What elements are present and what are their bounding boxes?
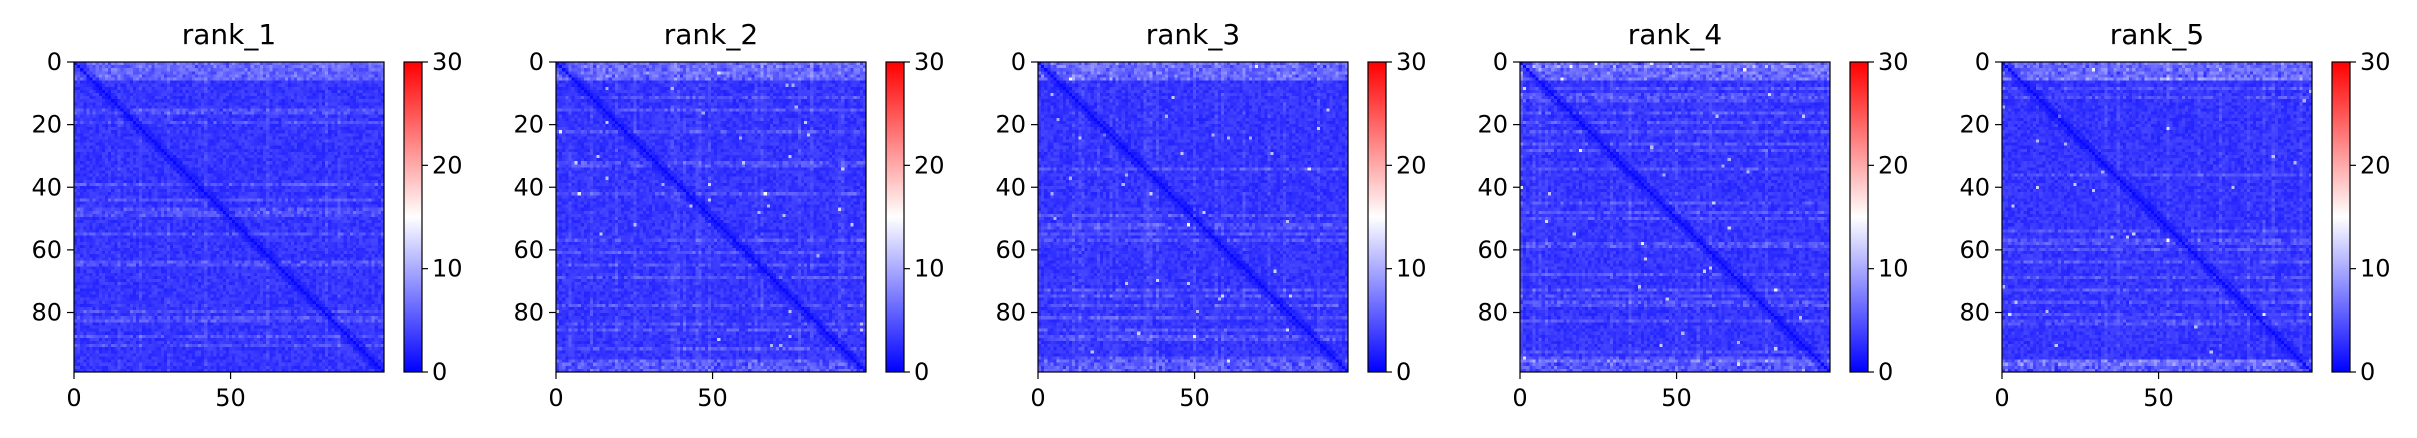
colorbar-4 [1849,61,1869,373]
colorbar-tick-label-3-3: 30 [1396,48,1427,76]
colorbar-tick-label-5-1: 10 [2360,255,2391,283]
x-tick-label-3-0: 0 [1030,384,1045,412]
y-tick-label-1-0: 0 [47,48,62,76]
y-tick-label-3-3: 60 [995,236,1026,264]
y-tick-label-1-1: 20 [31,111,62,139]
y-tick-label-1-2: 40 [31,173,62,201]
colorbar-tick-label-2-2: 20 [914,151,945,179]
colorbar-2 [885,61,905,373]
heatmap-panel-1: rank_1 0 20 40 60 80 0 50 0 10 20 30 [31,18,462,412]
y-tick-label-5-0: 0 [1975,48,1990,76]
x-tick-label-4-0: 0 [1512,384,1527,412]
y-tick-label-5-2: 40 [1959,173,1990,201]
heatmap-panel-3: rank_3 0 20 40 60 80 0 50 0 10 20 30 [995,18,1426,412]
colorbar-3 [1367,61,1387,373]
panel-title-1: rank_1 [182,18,276,51]
panel-title-4: rank_4 [1628,18,1722,51]
colorbar-tick-label-1-3: 30 [432,48,463,76]
colorbar-tick-label-4-1: 10 [1878,255,1909,283]
y-tick-label-2-1: 20 [513,111,544,139]
y-tick-label-4-3: 60 [1477,236,1508,264]
x-tick-label-3-1: 50 [1179,384,1210,412]
colorbar-tick-label-1-0: 0 [432,358,447,386]
heatmap-frame-4 [1519,61,1831,373]
x-tick-label-5-0: 0 [1994,384,2009,412]
colorbar-tick-label-5-2: 20 [2360,151,2391,179]
y-tick-label-2-0: 0 [529,48,544,76]
y-tick-label-4-1: 20 [1477,111,1508,139]
colorbar-tick-label-4-3: 30 [1878,48,1909,76]
heatmap-image-2 [556,62,866,372]
y-tick-label-1-3: 60 [31,236,62,264]
heatmap-image-1 [74,62,384,372]
colorbar-tick-label-2-1: 10 [914,255,945,283]
y-tick-label-1-4: 80 [31,299,62,327]
heatmap-frame-3 [1037,61,1349,373]
y-tick-label-5-4: 80 [1959,299,1990,327]
panel-title-2: rank_2 [664,18,758,51]
heatmap-image-5 [2002,62,2312,372]
colorbar-1 [403,61,423,373]
y-tick-label-2-4: 80 [513,299,544,327]
x-tick-label-2-1: 50 [697,384,728,412]
heatmap-panel-2: rank_2 0 20 40 60 80 0 50 0 10 20 30 [513,18,944,412]
y-tick-label-4-0: 0 [1493,48,1508,76]
colorbar-tick-label-4-0: 0 [1878,358,1893,386]
heatmap-frame-5 [2001,61,2313,373]
y-tick-label-2-3: 60 [513,236,544,264]
colorbar-tick-label-3-2: 20 [1396,151,1427,179]
colorbar-tick-label-5-0: 0 [2360,358,2375,386]
heatmap-panel-5: rank_5 0 20 40 60 80 0 50 0 10 20 30 [1959,18,2390,412]
colorbar-5 [2331,61,2351,373]
panel-title-3: rank_3 [1146,18,1240,51]
colorbar-tick-label-5-3: 30 [2360,48,2391,76]
y-tick-label-4-4: 80 [1477,299,1508,327]
heatmap-panel-4: rank_4 0 20 40 60 80 0 50 0 10 20 30 [1477,18,1908,412]
heatmap-frame-1 [73,61,385,373]
y-tick-label-5-3: 60 [1959,236,1990,264]
heatmap-frame-2 [555,61,867,373]
y-tick-label-2-2: 40 [513,173,544,201]
colorbar-tick-label-1-2: 20 [432,151,463,179]
colorbar-tick-label-3-0: 0 [1396,358,1411,386]
panel-title-5: rank_5 [2110,18,2204,51]
y-tick-label-3-0: 0 [1011,48,1026,76]
y-tick-label-3-2: 40 [995,173,1026,201]
x-tick-label-5-1: 50 [2143,384,2174,412]
heatmap-image-4 [1520,62,1830,372]
colorbar-tick-label-2-3: 30 [914,48,945,76]
x-tick-label-4-1: 50 [1661,384,1692,412]
heatmap-image-3 [1038,62,1348,372]
y-tick-label-3-1: 20 [995,111,1026,139]
y-tick-label-4-2: 40 [1477,173,1508,201]
x-tick-label-1-0: 0 [66,384,81,412]
colorbar-tick-label-3-1: 10 [1396,255,1427,283]
colorbar-tick-label-4-2: 20 [1878,151,1909,179]
x-tick-label-1-1: 50 [215,384,246,412]
colorbar-tick-label-1-1: 10 [432,255,463,283]
x-tick-label-2-0: 0 [548,384,563,412]
colorbar-tick-label-2-0: 0 [914,358,929,386]
y-tick-label-5-1: 20 [1959,111,1990,139]
y-tick-label-3-4: 80 [995,299,1026,327]
